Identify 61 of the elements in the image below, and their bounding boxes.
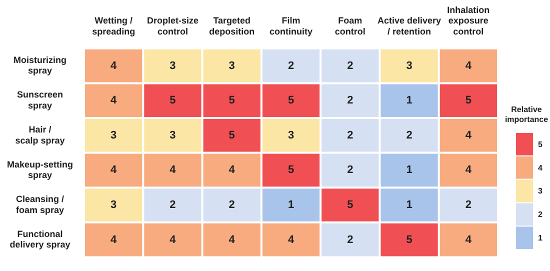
color-bar-label: 4	[538, 163, 543, 172]
data-label: 4	[110, 164, 118, 176]
x-tick-label: Film continuity	[270, 16, 313, 36]
data-label: 4	[170, 234, 177, 246]
data-label: 4	[465, 164, 472, 176]
data-label: 4	[228, 164, 236, 176]
y-tick-label: Functional delivery spray	[10, 228, 70, 250]
x-tick-label: Targeted deposition	[209, 16, 255, 36]
color-bar-label: 5	[538, 140, 543, 149]
color-bar-label: 2	[538, 210, 543, 220]
data-label: 4	[110, 234, 118, 246]
data-label: 1	[288, 199, 294, 212]
data-label: 1	[406, 164, 412, 176]
data-label: 5	[288, 94, 294, 107]
data-label: 5	[406, 234, 412, 246]
y-tick-label: Cleansing / foam spray	[16, 194, 65, 215]
y-tick-label: Hair / scalp spray	[15, 124, 65, 146]
x-tick-label: Foam control	[334, 16, 366, 36]
data-label: 5	[347, 199, 354, 212]
data-label: 4	[465, 234, 472, 246]
data-label: 2	[347, 129, 354, 142]
data-label: 4	[110, 60, 118, 72]
data-label: 4	[288, 234, 295, 246]
data-label: 2	[228, 199, 235, 212]
data-label: 4	[170, 164, 177, 176]
data-label: 3	[406, 60, 412, 72]
data-label: 5	[228, 94, 235, 107]
data-label: 3	[170, 60, 176, 72]
data-label: 4	[465, 129, 472, 142]
data-label: 3	[288, 129, 294, 142]
color-bar-label: 1	[538, 234, 543, 243]
data-label: 4	[228, 234, 236, 246]
x-tick-label: Droplet-size control	[146, 16, 198, 36]
data-label: 2	[170, 199, 176, 212]
data-label: 2	[288, 60, 294, 72]
y-tick-label: Moisturizing spray	[14, 54, 67, 76]
data-label: 5	[465, 94, 472, 107]
data-label: 2	[347, 234, 354, 246]
data-label: 3	[110, 129, 117, 142]
data-label: 5	[170, 94, 176, 107]
data-label: 4	[110, 94, 118, 107]
data-label: 1	[406, 199, 412, 212]
x-tick-label: Inhalation exposure control	[447, 4, 490, 36]
data-label: 5	[288, 164, 294, 176]
data-label: 2	[347, 94, 354, 107]
color-bar-label: 3	[538, 186, 543, 196]
data-label: 4	[465, 60, 472, 72]
x-tick-label: Active delivery / retention	[378, 16, 442, 36]
color-bar-title: Relative importance	[504, 105, 549, 124]
data-label: 1	[406, 94, 412, 107]
data-label: 2	[406, 129, 412, 142]
data-label: 2	[347, 164, 354, 176]
data-label: 3	[110, 199, 117, 212]
data-label: 2	[465, 199, 472, 212]
data-label: 2	[347, 60, 354, 72]
y-tick-label: Sunscreen spray	[16, 90, 64, 110]
x-tick-label: Wetting / spreading	[92, 16, 136, 36]
data-label: 5	[228, 129, 235, 142]
data-label: 3	[170, 129, 176, 142]
data-label: 3	[228, 60, 235, 72]
y-tick-label: Makeup-setting spray	[6, 159, 74, 180]
